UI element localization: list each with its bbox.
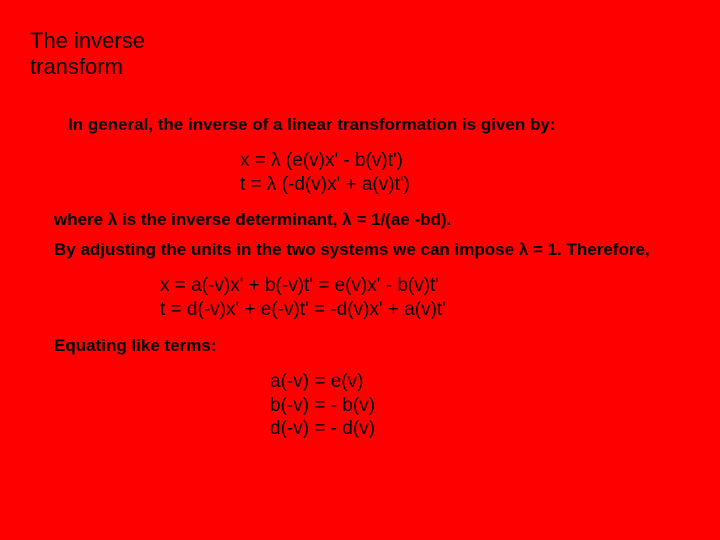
equation-2a: x = a(-v)x' + b(-v)t' = e(v)x' - b(v)t': [160, 274, 690, 298]
equation-3b: b(-v) = - b(v): [270, 394, 690, 418]
equation-1a: x = λ (e(v)x' - b(v)t'): [240, 149, 690, 173]
equation-block-2: x = a(-v)x' + b(-v)t' = e(v)x' - b(v)t' …: [160, 274, 690, 322]
determinant-line: where λ is the inverse determinant, λ = …: [54, 210, 660, 230]
equation-block-1: x = λ (e(v)x' - b(v)t') t = λ (-d(v)x' +…: [240, 149, 690, 197]
equating-line: Equating like terms:: [54, 336, 660, 356]
slide-title: The inverse transform: [30, 28, 190, 81]
intro-line: In general, the inverse of a linear tran…: [68, 115, 690, 135]
equation-3c: d(-v) = - d(v): [270, 417, 690, 441]
equation-2b: t = d(-v)x' + e(-v)t' = -d(v)x' + a(v)t': [160, 298, 690, 322]
equation-block-3: a(-v) = e(v) b(-v) = - b(v) d(-v) = - d(…: [270, 370, 690, 441]
equation-3a: a(-v) = e(v): [270, 370, 690, 394]
slide-container: The inverse transform In general, the in…: [0, 0, 720, 540]
equation-1b: t = λ (-d(v)x' + a(v)t'): [240, 173, 690, 197]
units-line: By adjusting the units in the two system…: [54, 240, 660, 260]
